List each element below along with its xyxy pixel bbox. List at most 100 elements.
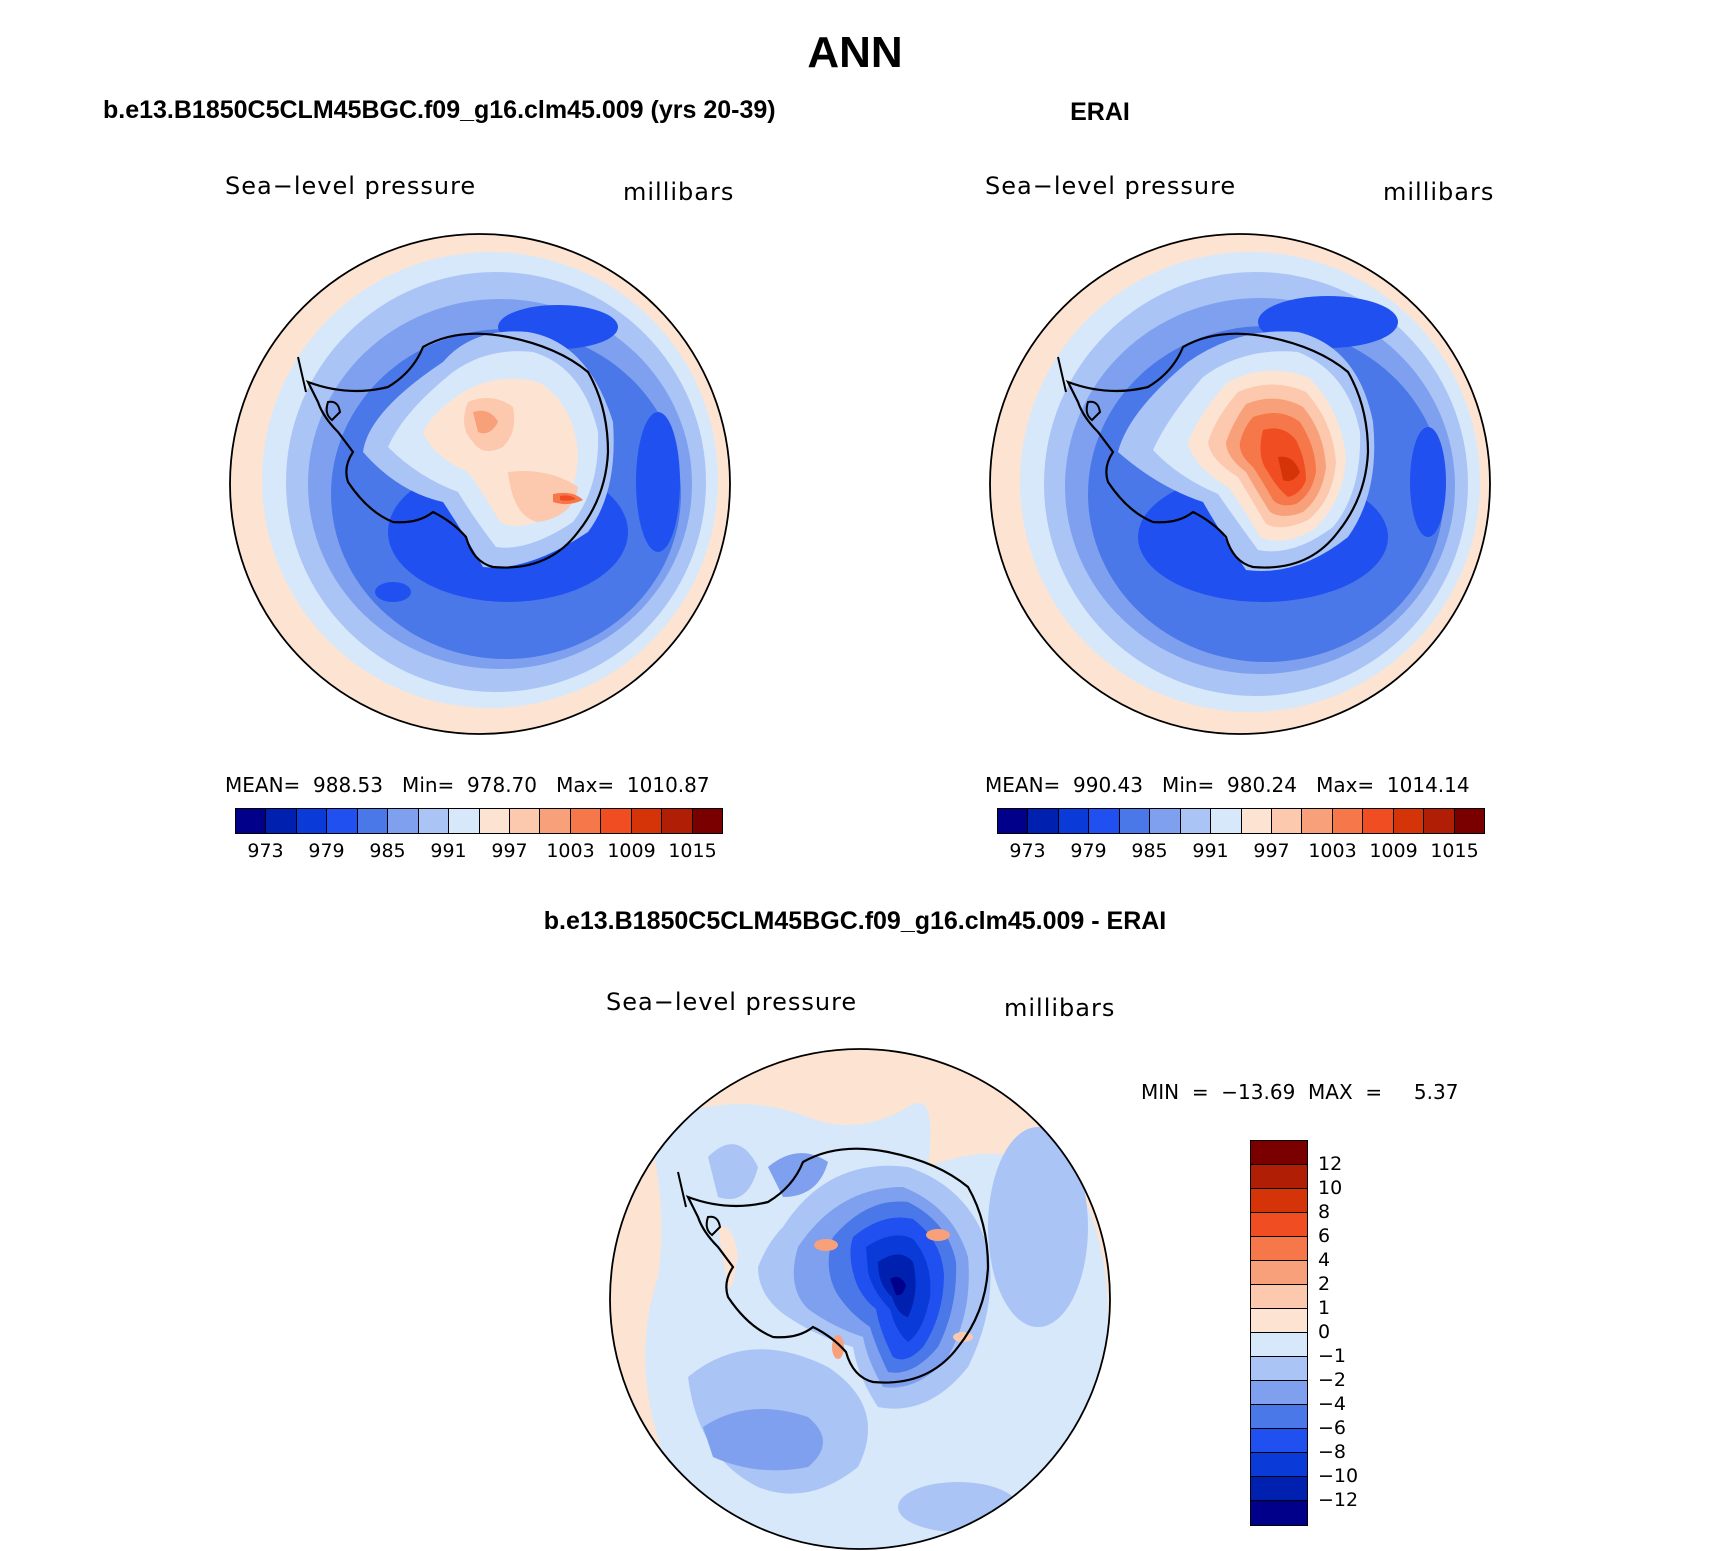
obs-colorbar-swatch bbox=[1028, 809, 1059, 833]
model-colorbar-tick-label: 1015 bbox=[668, 840, 717, 862]
obs-colorbar-swatch bbox=[1271, 809, 1303, 833]
diff-colorbar-swatch bbox=[1251, 1141, 1307, 1165]
diff-colorbar-tick-label: 8 bbox=[1318, 1201, 1331, 1223]
model-colorbar-swatch bbox=[509, 809, 541, 833]
obs-colorbar-swatch bbox=[998, 809, 1029, 833]
model-colorbar-swatches bbox=[235, 808, 723, 834]
diff-colorbar-swatch bbox=[1251, 1453, 1307, 1477]
diff-colorbar-swatch bbox=[1251, 1237, 1307, 1261]
model-units-label: millibars bbox=[623, 178, 735, 206]
obs-colorbar-tick-label: 1015 bbox=[1430, 840, 1479, 862]
model-colorbar bbox=[235, 808, 723, 834]
model-colorbar-tick-label: 991 bbox=[430, 840, 467, 862]
obs-colorbar-swatch bbox=[1332, 809, 1364, 833]
obs-stats: MEAN= 990.43 Min= 980.24 Max= 1014.14 bbox=[985, 773, 1470, 797]
model-colorbar-swatch bbox=[449, 809, 480, 833]
obs-colorbar-swatch bbox=[1180, 809, 1212, 833]
obs-colorbar-tick-label: 1009 bbox=[1369, 840, 1418, 862]
obs-colorbar-swatch bbox=[1424, 809, 1455, 833]
diff-colorbar-swatch bbox=[1251, 1285, 1307, 1309]
obs-colorbar-tick-label: 991 bbox=[1192, 840, 1229, 862]
diff-colorbar-tick-label: −4 bbox=[1318, 1393, 1347, 1415]
diff-colorbar-tick-label: 6 bbox=[1318, 1225, 1331, 1247]
diff-colorbar-tick-label: 2 bbox=[1318, 1273, 1331, 1295]
model-colorbar-tick-label: 1003 bbox=[546, 840, 595, 862]
obs-colorbar-swatch bbox=[1454, 809, 1484, 833]
model-colorbar-tick-label: 997 bbox=[491, 840, 528, 862]
obs-colorbar-swatch bbox=[1058, 809, 1090, 833]
model-colorbar-swatch bbox=[296, 809, 328, 833]
model-colorbar-swatch bbox=[479, 809, 510, 833]
diff-colorbar-tick-label: 0 bbox=[1318, 1321, 1331, 1343]
model-colorbar-swatch bbox=[327, 809, 358, 833]
diff-colorbar-swatch bbox=[1251, 1381, 1307, 1405]
model-polar-map bbox=[229, 233, 731, 735]
diff-colorbar-swatch bbox=[1251, 1213, 1307, 1237]
diff-colorbar-swatch bbox=[1251, 1309, 1307, 1333]
obs-colorbar-swatch bbox=[1241, 809, 1272, 833]
obs-panel-title: ERAI bbox=[1070, 98, 1130, 126]
diff-colorbar-tick-label: 12 bbox=[1318, 1153, 1343, 1175]
diff-colorbar-swatch bbox=[1251, 1189, 1307, 1213]
obs-colorbar-swatch bbox=[1150, 809, 1181, 833]
obs-polar-map bbox=[989, 233, 1491, 735]
model-colorbar-swatch bbox=[540, 809, 571, 833]
diff-colorbar-swatch bbox=[1251, 1333, 1307, 1357]
model-colorbar-swatch bbox=[631, 809, 663, 833]
model-colorbar-swatch bbox=[236, 809, 267, 833]
diff-variable-label: Sea−level pressure bbox=[606, 988, 858, 1016]
diff-colorbar-tick-label: −2 bbox=[1318, 1369, 1347, 1391]
diff-colorbar-tick-label: −1 bbox=[1318, 1345, 1347, 1367]
diff-colorbar-tick-label: −10 bbox=[1318, 1465, 1359, 1487]
model-colorbar-swatch bbox=[662, 809, 693, 833]
diff-colorbar-swatch bbox=[1251, 1357, 1307, 1381]
obs-colorbar-tick-label: 985 bbox=[1131, 840, 1168, 862]
main-title: ANN bbox=[807, 28, 903, 77]
diff-colorbar-tick-label: 1 bbox=[1318, 1297, 1331, 1319]
obs-colorbar-swatch bbox=[1393, 809, 1425, 833]
diff-stats: MIN = −13.69 MAX = 5.37 bbox=[1141, 1080, 1459, 1104]
obs-colorbar-swatch bbox=[1119, 809, 1151, 833]
diff-colorbar-tick-label: −6 bbox=[1318, 1417, 1347, 1439]
obs-colorbar-swatch bbox=[1211, 809, 1242, 833]
diff-polar-map bbox=[609, 1048, 1111, 1550]
diff-units-label: millibars bbox=[1004, 994, 1116, 1022]
obs-colorbar-tick-label: 997 bbox=[1253, 840, 1290, 862]
diff-colorbar-swatch bbox=[1251, 1429, 1307, 1453]
model-colorbar-swatch bbox=[266, 809, 297, 833]
model-colorbar-tick-label: 973 bbox=[247, 840, 284, 862]
diff-colorbar bbox=[1250, 1140, 1308, 1526]
model-panel-title: b.e13.B1850C5CLM45BGC.f09_g16.clm45.009 … bbox=[103, 96, 776, 124]
diff-colorbar-swatch bbox=[1251, 1501, 1307, 1525]
model-colorbar-tick-label: 985 bbox=[369, 840, 406, 862]
model-colorbar-swatch bbox=[357, 809, 389, 833]
diff-colorbar-tick-label: 4 bbox=[1318, 1249, 1331, 1271]
obs-units-label: millibars bbox=[1383, 178, 1495, 206]
model-variable-label: Sea−level pressure bbox=[225, 172, 477, 200]
model-stats: MEAN= 988.53 Min= 978.70 Max= 1010.87 bbox=[225, 773, 710, 797]
model-colorbar-swatch bbox=[418, 809, 450, 833]
diff-colorbar-swatch bbox=[1251, 1261, 1307, 1285]
model-colorbar-tick-label: 1009 bbox=[607, 840, 656, 862]
diff-colorbar-swatch bbox=[1251, 1405, 1307, 1429]
diff-colorbar-tick-label: −8 bbox=[1318, 1441, 1347, 1463]
obs-colorbar-swatches bbox=[997, 808, 1485, 834]
diff-panel-title: b.e13.B1850C5CLM45BGC.f09_g16.clm45.009 … bbox=[543, 907, 1167, 935]
diff-colorbar-swatch bbox=[1251, 1477, 1307, 1501]
obs-variable-label: Sea−level pressure bbox=[985, 172, 1237, 200]
model-colorbar-swatch bbox=[692, 809, 722, 833]
diff-colorbar-tick-label: −12 bbox=[1318, 1489, 1359, 1511]
model-colorbar-swatch bbox=[601, 809, 632, 833]
diff-colorbar-swatch bbox=[1251, 1165, 1307, 1189]
model-colorbar-swatch bbox=[388, 809, 419, 833]
obs-colorbar-tick-label: 973 bbox=[1009, 840, 1046, 862]
obs-colorbar-swatch bbox=[1089, 809, 1120, 833]
obs-colorbar-tick-label: 979 bbox=[1070, 840, 1107, 862]
obs-colorbar-swatch bbox=[1302, 809, 1333, 833]
diff-colorbar-labels: 12 10 8 6 4 2 1 0 −1 −2 −4 −6 −8 −10 −12 bbox=[1318, 1140, 1398, 1524]
obs-colorbar bbox=[997, 808, 1485, 834]
obs-colorbar-swatch bbox=[1363, 809, 1394, 833]
model-colorbar-swatch bbox=[570, 809, 602, 833]
obs-colorbar-tick-label: 1003 bbox=[1308, 840, 1357, 862]
diff-colorbar-tick-label: 10 bbox=[1318, 1177, 1343, 1199]
